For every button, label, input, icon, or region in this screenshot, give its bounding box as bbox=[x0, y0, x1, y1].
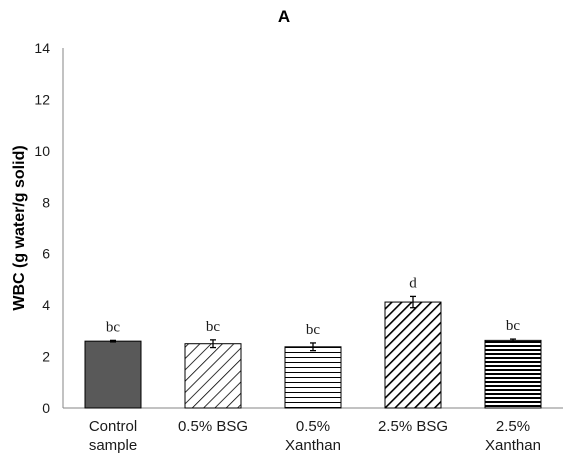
y-axis-label: WBC (g water/g solid) bbox=[11, 145, 28, 310]
significance-label: bc bbox=[106, 319, 121, 335]
y-tick-label: 2 bbox=[42, 349, 50, 365]
error-bar bbox=[510, 338, 516, 343]
significance-label: bc bbox=[306, 322, 321, 338]
y-ticks: 0 2 4 6 8 10 12 14 bbox=[34, 40, 50, 416]
significance-label: bc bbox=[206, 319, 221, 335]
bars bbox=[84, 301, 542, 409]
chart-title: A bbox=[278, 7, 290, 26]
category-labels: Control sample 0.5% BSG 0.5% Xanthan 2.5% BSG… bbox=[89, 418, 541, 454]
y-tick-label: 8 bbox=[42, 194, 50, 210]
bar bbox=[284, 346, 342, 409]
y-tick-label: 12 bbox=[34, 91, 50, 107]
bar bbox=[484, 339, 542, 409]
error-bars bbox=[110, 295, 516, 352]
x-tick-label: 0.5% Xanthan bbox=[285, 418, 341, 454]
y-tick-label: 6 bbox=[42, 246, 50, 262]
x-tick-label: 2.5% BSG bbox=[378, 418, 448, 435]
error-bar bbox=[110, 339, 116, 343]
significance-label: bc bbox=[506, 318, 521, 334]
x-tick-label: 0.5% BSG bbox=[178, 418, 248, 435]
significance-labels: bc bc bc d bc bbox=[106, 275, 521, 338]
x-tick-label: 2.5% Xanthan bbox=[485, 418, 541, 454]
error-bar bbox=[310, 342, 316, 352]
y-tick-label: 0 bbox=[42, 400, 50, 416]
y-tick-label: 10 bbox=[34, 143, 50, 159]
significance-label: d bbox=[409, 275, 417, 291]
bar bbox=[184, 343, 242, 409]
bar bbox=[384, 301, 442, 409]
y-tick-label: 4 bbox=[42, 297, 50, 313]
x-tick-label: Control sample bbox=[89, 418, 137, 454]
bar bbox=[84, 340, 142, 409]
y-tick-label: 14 bbox=[34, 40, 50, 56]
error-bar bbox=[410, 295, 416, 309]
error-bar bbox=[210, 339, 216, 349]
